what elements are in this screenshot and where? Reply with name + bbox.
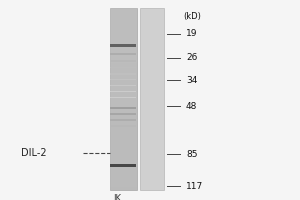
Text: DIL-2: DIL-2: [21, 148, 46, 158]
Text: 34: 34: [186, 76, 197, 85]
Bar: [110, 8, 136, 190]
Text: 48: 48: [186, 102, 197, 111]
Bar: [110, 125, 136, 127]
Bar: [110, 53, 136, 55]
Text: JK: JK: [113, 194, 121, 200]
Bar: [110, 85, 136, 86]
Bar: [110, 67, 136, 68]
Bar: [110, 79, 136, 80]
Bar: [110, 164, 136, 167]
Bar: [110, 60, 136, 62]
Text: (kD): (kD): [183, 11, 201, 21]
Text: 117: 117: [186, 182, 203, 191]
Text: 26: 26: [186, 53, 197, 62]
Bar: [110, 91, 136, 92]
Text: 19: 19: [186, 29, 197, 38]
Bar: [110, 44, 136, 47]
Text: 85: 85: [186, 150, 197, 159]
Bar: [110, 119, 136, 121]
Bar: [110, 73, 136, 74]
Bar: [110, 107, 136, 109]
Bar: [110, 112, 136, 115]
Bar: [110, 97, 136, 98]
Bar: [140, 8, 164, 190]
